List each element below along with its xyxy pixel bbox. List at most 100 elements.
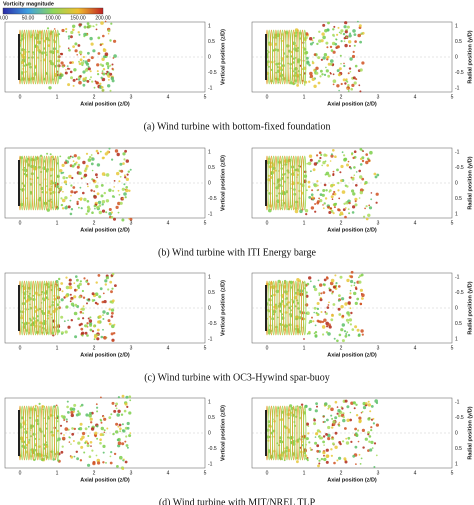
vortex-particle xyxy=(313,69,316,72)
vortex-particle xyxy=(350,440,353,443)
vortex-particle xyxy=(65,205,68,208)
vortex-particle xyxy=(353,81,357,85)
vortex-particle xyxy=(311,60,314,63)
vortex-particle xyxy=(337,181,340,185)
vortex-particle xyxy=(334,42,338,46)
vortex-particle xyxy=(309,74,314,79)
vortex-particle xyxy=(90,445,92,447)
vortex-particle xyxy=(320,153,323,156)
vortex-particle xyxy=(362,401,366,406)
caption: (b) Wind turbine with ITI Energy barge xyxy=(158,247,316,258)
colorbar-tick: 50.00 xyxy=(22,15,35,21)
vortex-particle xyxy=(67,325,71,329)
vortex-particle xyxy=(318,430,322,433)
vortex-particle xyxy=(325,448,329,452)
vortex-particle xyxy=(350,87,354,91)
vortex-particle xyxy=(78,80,82,85)
vortex-particle xyxy=(308,441,311,444)
vortex-particle xyxy=(80,61,85,65)
vortex-particle xyxy=(66,420,68,423)
vortex-particle xyxy=(354,445,358,449)
vortex-particle xyxy=(67,83,71,87)
vortex-particle xyxy=(322,35,326,40)
x-tick-label: 2 xyxy=(93,94,96,100)
vortex-particle xyxy=(83,451,86,454)
vortex-particle xyxy=(318,151,322,154)
vortex-particle xyxy=(96,70,99,73)
vortex-particle xyxy=(96,192,100,196)
vortex-particle xyxy=(338,333,342,337)
vortex-particle xyxy=(338,197,341,200)
vortex-particle xyxy=(93,325,96,328)
y-tick-label: -1 xyxy=(455,149,460,155)
vortex-particle xyxy=(117,409,121,413)
y-tick-label: -0.5 xyxy=(455,290,464,296)
x-tick-label: 2 xyxy=(340,470,343,476)
vortex-particle xyxy=(100,184,104,187)
vortex-particle xyxy=(114,405,117,407)
vortex-particle xyxy=(79,405,82,408)
vortex-particle xyxy=(343,25,347,29)
vortex-particle xyxy=(116,438,120,442)
vortex-particle xyxy=(364,437,368,441)
vortex-particle xyxy=(349,411,352,414)
vortex-particle xyxy=(337,189,340,192)
vortex-particle xyxy=(95,184,99,189)
vortex-particle xyxy=(74,303,78,307)
vortex-particle xyxy=(96,406,99,409)
y-tick-label: 0 xyxy=(455,305,458,311)
vortex-particle xyxy=(348,40,352,44)
vortex-particle xyxy=(341,407,344,410)
vortex-particle xyxy=(325,454,330,459)
vortex-particle xyxy=(376,173,380,177)
vortex-particle xyxy=(100,194,104,198)
vortex-particle xyxy=(91,157,95,161)
vortex-particle xyxy=(323,183,327,187)
vortex-particle xyxy=(305,32,309,36)
vortex-particle xyxy=(111,158,114,161)
vortex-particle xyxy=(117,211,120,214)
vortex-particle xyxy=(352,401,355,404)
vortex-particle xyxy=(39,183,41,186)
vortex-particle xyxy=(60,450,64,454)
vortex-particle xyxy=(55,404,58,407)
x-tick-label: 4 xyxy=(167,470,170,476)
vortex-particle xyxy=(310,193,314,196)
vortex-particle xyxy=(61,163,65,167)
y-tick-label: 0.5 xyxy=(455,446,462,452)
vortex-particle xyxy=(95,28,98,31)
vortex-particle xyxy=(351,54,356,59)
vortex-particle xyxy=(349,289,352,292)
vortex-particle xyxy=(96,334,99,336)
vortex-particle xyxy=(346,87,349,90)
colorbar-tick: 200.00 xyxy=(95,15,111,21)
vortex-particle xyxy=(347,208,350,211)
y-tick-label: -0.5 xyxy=(208,446,217,452)
vortex-particle xyxy=(115,402,118,406)
y-axis-label: Radial position (y/D) xyxy=(467,281,473,334)
vortex-particle xyxy=(123,409,127,413)
vortex-particle xyxy=(346,405,350,409)
vortex-particle xyxy=(347,321,350,324)
vortex-particle xyxy=(346,185,349,188)
vortex-particle xyxy=(340,179,343,182)
vortex-particle xyxy=(78,323,82,327)
vortex-particle xyxy=(316,444,320,448)
vortex-particle xyxy=(30,435,32,438)
vortex-particle xyxy=(299,165,302,168)
vortex-particle xyxy=(303,72,306,75)
vortex-particle xyxy=(73,68,77,72)
vortex-particle xyxy=(121,394,125,398)
vortex-particle xyxy=(61,207,65,210)
vortex-particle xyxy=(315,432,319,436)
vortex-particle xyxy=(362,406,367,410)
vortex-particle xyxy=(128,395,132,399)
x-tick-label: 1 xyxy=(56,470,59,476)
vortex-particle xyxy=(316,302,320,305)
vortex-particle xyxy=(105,72,107,75)
vortex-particle xyxy=(365,153,369,156)
vortex-particle xyxy=(355,414,359,417)
vortex-particle xyxy=(109,89,112,92)
x-tick-label: 3 xyxy=(130,470,133,476)
vortex-particle xyxy=(331,198,334,200)
